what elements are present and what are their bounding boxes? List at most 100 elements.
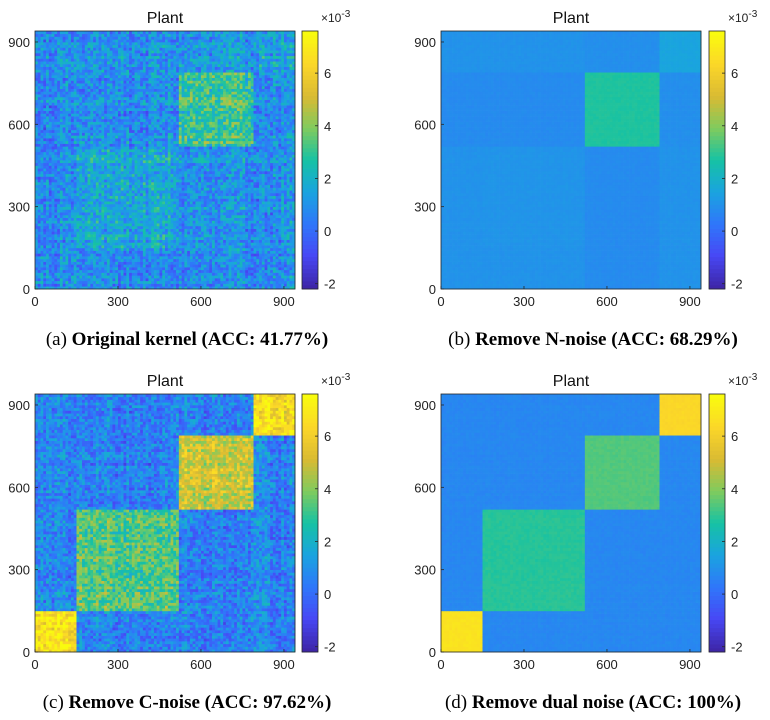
heatmap-cell — [190, 284, 193, 287]
heatmap-cell — [104, 231, 107, 234]
heatmap-cell — [231, 204, 234, 207]
heatmap-cell — [284, 185, 287, 188]
heatmap-cell — [179, 259, 182, 262]
heatmap-cell — [201, 165, 204, 168]
heatmap-cell — [96, 245, 99, 248]
heatmap-cell — [146, 253, 149, 256]
heatmap-cell — [140, 273, 143, 276]
heatmap-cell — [206, 253, 209, 256]
heatmap-cell — [146, 204, 149, 207]
heatmap-cell — [157, 157, 160, 160]
heatmap-cell — [187, 160, 190, 163]
heatmap-cell — [154, 240, 157, 243]
heatmap-cell — [179, 193, 182, 196]
heatmap-cell — [281, 223, 284, 226]
heatmap-cell — [223, 251, 226, 254]
heatmap-cell — [287, 185, 290, 188]
heatmap-cell — [265, 259, 268, 262]
heatmap-cell — [104, 171, 107, 174]
heatmap-cell — [60, 253, 63, 256]
heatmap-cell — [278, 275, 281, 278]
heatmap-cell — [159, 176, 162, 179]
heatmap-cell — [157, 220, 160, 223]
heatmap-cell — [126, 146, 129, 149]
heatmap-cell — [215, 284, 218, 287]
heatmap-cell — [129, 185, 132, 188]
heatmap-cell — [35, 253, 38, 256]
heatmap-cell — [195, 223, 198, 226]
heatmap-cell — [195, 245, 198, 248]
heatmap-cell — [209, 209, 212, 212]
heatmap-cell — [121, 193, 124, 196]
heatmap-cell — [146, 273, 149, 276]
heatmap-cell — [234, 270, 237, 273]
heatmap-cell — [168, 185, 171, 188]
heatmap-cell — [74, 275, 77, 278]
heatmap-cell — [162, 204, 165, 207]
heatmap-cell — [287, 262, 290, 265]
heatmap-cell — [229, 284, 232, 287]
heatmap-cell — [151, 165, 154, 168]
heatmap-cell — [237, 231, 240, 234]
heatmap-cell — [140, 163, 143, 166]
heatmap-cell — [168, 157, 171, 160]
heatmap-cell — [226, 284, 229, 287]
heatmap-cell — [256, 264, 259, 267]
heatmap-cell — [63, 144, 66, 147]
heatmap-cell — [173, 174, 176, 177]
heatmap-cell — [270, 275, 273, 278]
heatmap-cell — [265, 198, 268, 201]
heatmap-cell — [148, 149, 151, 152]
heatmap-cell — [231, 157, 234, 160]
heatmap-cell — [41, 234, 44, 237]
heatmap-cell — [71, 152, 74, 155]
heatmap-cell — [90, 209, 93, 212]
heatmap-cell — [110, 193, 113, 196]
heatmap-cell — [159, 168, 162, 171]
heatmap-cell — [140, 168, 143, 171]
heatmap-cell — [151, 253, 154, 256]
heatmap-cell — [57, 223, 60, 226]
heatmap-cell — [254, 190, 257, 193]
heatmap-cell — [273, 176, 276, 179]
heatmap-cell — [140, 245, 143, 248]
heatmap-cell — [195, 207, 198, 210]
heatmap-cell — [284, 218, 287, 221]
heatmap-cell — [43, 223, 46, 226]
heatmap-cell — [220, 278, 223, 281]
heatmap-cell — [49, 251, 52, 254]
heatmap-cell — [112, 176, 115, 179]
heatmap-cell — [151, 278, 154, 281]
heatmap-cell — [265, 234, 268, 237]
heatmap-cell — [276, 144, 279, 147]
heatmap-cell — [118, 182, 121, 185]
heatmap-cell — [231, 234, 234, 237]
heatmap-cell — [215, 251, 218, 254]
heatmap-cell — [171, 163, 174, 166]
heatmap-cell — [52, 270, 55, 273]
heatmap-cell — [110, 275, 113, 278]
heatmap-cell — [52, 251, 55, 254]
heatmap-cell — [278, 185, 281, 188]
heatmap-cell — [65, 193, 68, 196]
heatmap-cell — [157, 237, 160, 240]
heatmap-cell — [242, 273, 245, 276]
heatmap-cell — [154, 275, 157, 278]
heatmap-cell — [234, 273, 237, 276]
heatmap-cell — [88, 267, 91, 270]
heatmap-cell — [226, 144, 229, 147]
heatmap-cell — [148, 196, 151, 199]
heatmap-cell — [148, 198, 151, 201]
heatmap-cell — [278, 229, 281, 232]
heatmap-cell — [60, 196, 63, 199]
heatmap-cell — [168, 163, 171, 166]
heatmap-cell — [284, 165, 287, 168]
heatmap-cell — [267, 259, 270, 262]
heatmap-cell — [43, 248, 46, 251]
heatmap-cell — [198, 264, 201, 267]
heatmap-cell — [140, 281, 143, 284]
heatmap-cell — [157, 251, 160, 254]
heatmap-cell — [121, 179, 124, 182]
heatmap-cell — [184, 152, 187, 155]
heatmap-cell — [159, 245, 162, 248]
